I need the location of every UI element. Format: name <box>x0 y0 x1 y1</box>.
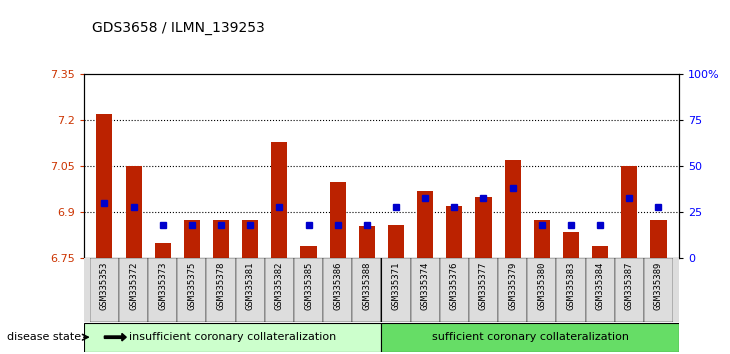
Text: sufficient coronary collateralization: sufficient coronary collateralization <box>431 332 629 342</box>
Bar <box>126 166 142 258</box>
Bar <box>382 323 679 352</box>
Bar <box>119 258 148 322</box>
Text: GSM335375: GSM335375 <box>188 262 196 310</box>
Text: GSM335386: GSM335386 <box>333 262 342 310</box>
Text: GSM335387: GSM335387 <box>625 262 634 310</box>
Bar <box>475 197 491 258</box>
Bar <box>534 220 550 258</box>
Bar <box>650 220 666 258</box>
Text: GSM335371: GSM335371 <box>391 262 401 310</box>
Bar <box>615 258 644 322</box>
Text: GSM335373: GSM335373 <box>158 262 167 310</box>
Text: GSM335372: GSM335372 <box>129 262 138 310</box>
Bar <box>527 258 556 322</box>
Text: GSM335385: GSM335385 <box>304 262 313 310</box>
Bar <box>242 220 258 258</box>
Bar <box>644 258 673 322</box>
Bar <box>592 246 608 258</box>
Bar <box>353 258 382 322</box>
Bar <box>330 182 346 258</box>
Text: GSM335379: GSM335379 <box>508 262 517 310</box>
Bar <box>323 258 353 322</box>
Text: GSM335374: GSM335374 <box>420 262 430 310</box>
Bar <box>155 243 171 258</box>
Bar <box>90 258 119 322</box>
Text: insufficient coronary collateralization: insufficient coronary collateralization <box>129 332 337 342</box>
Bar <box>382 258 410 322</box>
Bar <box>498 258 527 322</box>
Text: GSM335389: GSM335389 <box>654 262 663 310</box>
Text: GSM335378: GSM335378 <box>217 262 226 310</box>
Bar <box>469 258 498 322</box>
Bar <box>301 246 317 258</box>
Bar <box>446 206 462 258</box>
Bar <box>184 220 200 258</box>
Bar <box>236 258 265 322</box>
Bar <box>504 160 520 258</box>
Text: GSM335353: GSM335353 <box>100 262 109 310</box>
Text: GDS3658 / ILMN_139253: GDS3658 / ILMN_139253 <box>93 21 265 35</box>
Bar <box>439 258 469 322</box>
Bar <box>265 258 294 322</box>
Bar <box>621 166 637 258</box>
Bar <box>563 232 579 258</box>
Bar <box>294 258 323 322</box>
Text: GSM335384: GSM335384 <box>596 262 604 310</box>
Bar <box>96 114 112 258</box>
Bar <box>417 191 433 258</box>
Text: GSM335377: GSM335377 <box>479 262 488 310</box>
Text: GSM335380: GSM335380 <box>537 262 546 310</box>
Bar <box>388 225 404 258</box>
Bar <box>410 258 439 322</box>
Bar <box>148 258 177 322</box>
Bar <box>673 258 679 322</box>
Text: GSM335388: GSM335388 <box>362 262 372 310</box>
Bar <box>207 258 236 322</box>
Text: disease state: disease state <box>7 332 82 342</box>
Text: GSM335382: GSM335382 <box>275 262 284 310</box>
Text: GSM335376: GSM335376 <box>450 262 459 310</box>
Text: GSM335381: GSM335381 <box>246 262 255 310</box>
Bar <box>213 220 229 258</box>
Bar <box>84 323 381 352</box>
Bar <box>585 258 615 322</box>
Bar <box>177 258 207 322</box>
Bar <box>84 258 90 322</box>
FancyArrow shape <box>104 333 126 341</box>
Text: GSM335383: GSM335383 <box>566 262 575 310</box>
Bar <box>556 258 585 322</box>
Bar <box>272 142 288 258</box>
Bar <box>359 226 375 258</box>
